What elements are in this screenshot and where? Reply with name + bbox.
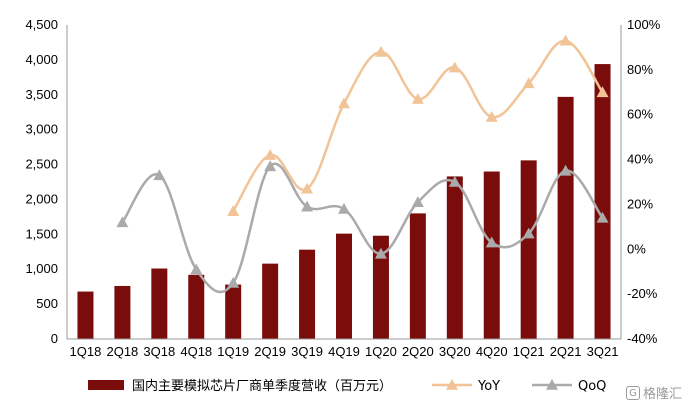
x-tick-label: 3Q18 bbox=[143, 344, 175, 359]
legend-qoq-marker bbox=[546, 379, 558, 390]
legend-yoy-marker bbox=[446, 379, 458, 390]
x-tick-label: 4Q20 bbox=[476, 344, 508, 359]
left-tick-label: 1,000 bbox=[25, 261, 58, 276]
right-tick-label: 40% bbox=[627, 152, 653, 167]
bar-3Q18 bbox=[151, 268, 168, 339]
marker-YoY-3Q20 bbox=[448, 61, 461, 73]
x-tick-label: 3Q20 bbox=[439, 344, 471, 359]
bar-2Q21 bbox=[557, 96, 574, 339]
marker-QoQ-3Q18 bbox=[153, 169, 166, 181]
right-tick-label: 100% bbox=[627, 17, 661, 32]
marker-QoQ-1Q19 bbox=[227, 276, 240, 288]
marker-QoQ-3Q20 bbox=[448, 176, 461, 187]
legend-bar-label: 国内主要模拟芯片厂商单季度营收（百万元） bbox=[132, 378, 392, 394]
x-tick-label: 2Q18 bbox=[106, 344, 138, 359]
left-tick-label: 4,500 bbox=[25, 17, 58, 32]
left-tick-label: 4,000 bbox=[25, 52, 58, 67]
bar-series bbox=[77, 64, 611, 339]
marker-QoQ-1Q20 bbox=[374, 247, 387, 259]
left-tick-label: 3,000 bbox=[25, 122, 58, 137]
right-tick-label: 80% bbox=[627, 62, 653, 77]
marker-QoQ-4Q18 bbox=[190, 263, 203, 275]
x-tick-label: 1Q21 bbox=[513, 344, 545, 359]
bar-2Q19 bbox=[262, 263, 279, 339]
x-tick-label: 2Q21 bbox=[550, 344, 582, 359]
x-tick-label: 1Q19 bbox=[217, 344, 249, 359]
marker-YoY-1Q19 bbox=[227, 205, 240, 216]
x-tick-label: 3Q21 bbox=[587, 344, 619, 359]
right-tick-label: 60% bbox=[627, 107, 653, 122]
left-tick-label: 0 bbox=[51, 331, 58, 346]
legend-yoy-label: YoY bbox=[477, 379, 500, 394]
right-tick-label: 0% bbox=[627, 241, 646, 256]
marker-YoY-4Q19 bbox=[338, 97, 350, 109]
marker-YoY-4Q20 bbox=[485, 110, 498, 122]
bar-3Q19 bbox=[299, 249, 316, 339]
marker-YoY-1Q20 bbox=[374, 45, 387, 57]
legend: 国内主要模拟芯片厂商单季度营收（百万元） YoY QoQ bbox=[88, 378, 606, 394]
marker-YoY-1Q21 bbox=[522, 77, 535, 89]
bar-1Q19 bbox=[225, 284, 242, 339]
right-tick-label: -40% bbox=[627, 331, 658, 346]
marker-QoQ-3Q19 bbox=[301, 200, 314, 212]
bar-4Q19 bbox=[336, 233, 352, 339]
left-tick-label: 1,500 bbox=[25, 226, 58, 241]
marker-QoQ-3Q21 bbox=[596, 211, 609, 223]
marker-QoQ-2Q18 bbox=[116, 216, 129, 228]
line-series bbox=[116, 34, 609, 294]
axes bbox=[66, 25, 622, 340]
x-tick-label: 2Q20 bbox=[402, 344, 434, 359]
bar-2Q18 bbox=[114, 285, 131, 339]
watermark-logo-icon: G bbox=[625, 385, 640, 400]
tick-labels: 0 500 1,000 1,500 2,000 2,500 3,000 3,500 4,000 4… bbox=[25, 17, 660, 359]
marker-QoQ-4Q20 bbox=[485, 236, 498, 248]
bar-1Q21 bbox=[520, 160, 537, 339]
marker-QoQ-4Q19 bbox=[338, 202, 350, 214]
left-tick-label: 2,500 bbox=[25, 157, 58, 172]
bar-3Q21 bbox=[594, 64, 611, 339]
marker-YoY-3Q21 bbox=[596, 86, 609, 98]
x-tick-label: 1Q20 bbox=[365, 344, 397, 359]
x-tick-label: 1Q18 bbox=[70, 344, 102, 359]
bar-1Q20 bbox=[372, 235, 389, 339]
legend-bar-swatch bbox=[88, 380, 124, 390]
watermark-text: 格隆汇 bbox=[642, 387, 682, 402]
marker-YoY-2Q20 bbox=[411, 93, 424, 104]
right-tick-label: -20% bbox=[627, 286, 658, 301]
marker-YoY-3Q19 bbox=[301, 182, 314, 194]
marker-QoQ-2Q19 bbox=[264, 160, 277, 172]
x-tick-label: 4Q19 bbox=[328, 344, 360, 359]
bar-1Q18 bbox=[77, 291, 94, 339]
marker-YoY-2Q19 bbox=[264, 149, 277, 160]
x-tick-label: 2Q19 bbox=[254, 344, 286, 359]
legend-qoq-label: QoQ bbox=[578, 379, 606, 394]
bar-2Q20 bbox=[409, 213, 426, 339]
right-tick-label: 20% bbox=[627, 196, 653, 211]
x-tick-label: 4Q18 bbox=[180, 344, 212, 359]
left-tick-label: 2,000 bbox=[25, 191, 58, 206]
x-tick-label: 3Q19 bbox=[291, 344, 323, 359]
left-tick-label: 500 bbox=[36, 296, 58, 311]
line-YoY bbox=[232, 39, 604, 212]
marker-QoQ-1Q21 bbox=[522, 227, 535, 239]
marker-YoY-2Q21 bbox=[559, 34, 572, 46]
watermark: G 格隆汇 bbox=[625, 383, 682, 402]
bar-4Q20 bbox=[483, 171, 500, 339]
bar-4Q18 bbox=[188, 274, 205, 339]
bar-3Q20 bbox=[446, 176, 463, 339]
left-tick-label: 3,500 bbox=[25, 87, 58, 102]
marker-QoQ-2Q21 bbox=[559, 164, 572, 176]
marker-QoQ-2Q20 bbox=[411, 196, 424, 207]
